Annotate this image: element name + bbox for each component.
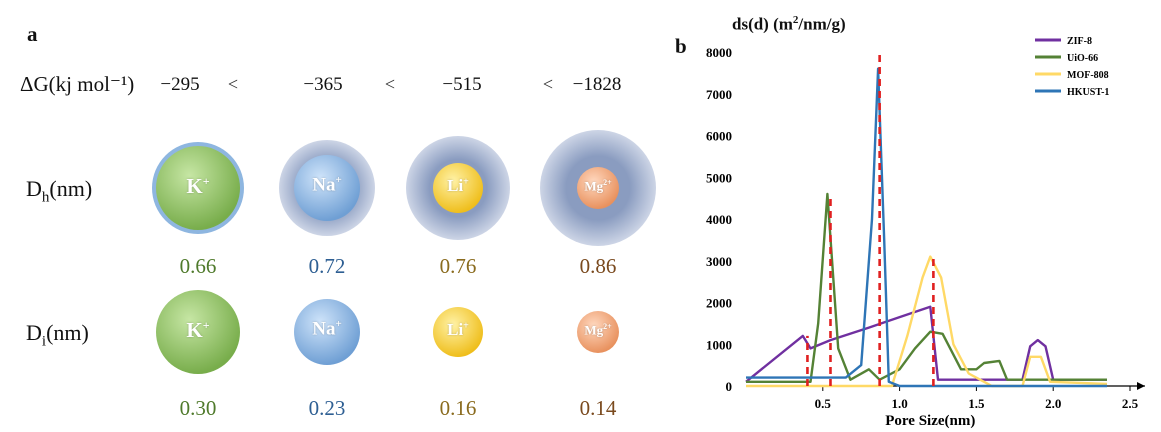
less-than-1: < [227, 74, 239, 94]
less-than-2: < [384, 74, 396, 94]
na-ion-symbol-hydrated: Na+ [312, 174, 342, 196]
legend-label: ZIF-8 [1067, 36, 1092, 47]
mg-dh-value: 0.86 [579, 254, 617, 278]
hydrated-ions-row [152, 130, 656, 246]
y-tick-label: 1000 [706, 337, 732, 352]
x-tick-label: 2.0 [1045, 396, 1061, 411]
x-axis-label: Pore Size(nm) [885, 413, 975, 429]
delta-g-value-k: −295 [160, 74, 200, 95]
k-dh-value: 0.66 [179, 254, 217, 278]
li-ion-symbol-hydrated: Li+ [447, 176, 469, 195]
di-label: Di(nm) [26, 320, 89, 350]
pore-size-chart: 0.5 1.0 1.5 2.0 2.5 0 1000 2000 3000 4000 5000 6000… [706, 36, 1145, 429]
x-tick-label: 1.5 [968, 396, 985, 411]
mg-hydrated-sphere [577, 167, 619, 209]
y-tick-label: 2000 [706, 296, 732, 311]
y-tick-label: 4000 [706, 212, 732, 227]
k-ion-symbol-hydrated: K+ [186, 174, 210, 198]
delta-g-value-na: −365 [303, 74, 343, 95]
na-hydrated-sphere [294, 155, 360, 221]
less-than-3: < [542, 74, 554, 94]
series-line-mof-808 [746, 255, 1108, 388]
na-di-value: 0.23 [308, 396, 346, 420]
y-tick-label: 0 [726, 379, 733, 394]
ionic-ions-row [156, 290, 619, 374]
mg-ion-symbol-hydrated: Mg2+ [584, 178, 612, 194]
series-line-hkust-1 [746, 67, 1107, 388]
x-tick-label: 2.5 [1122, 396, 1139, 411]
y-axis-label: ds(d) (m2/nm/g) [732, 14, 846, 34]
delta-g-value-mg: −1828 [572, 74, 622, 95]
mg-di-value: 0.14 [579, 396, 617, 420]
delta-g-label: ΔG(kj mol⁻¹) [20, 72, 135, 96]
y-tick-label: 6000 [706, 129, 732, 144]
y-tick-label: 5000 [706, 170, 732, 185]
legend-label: HKUST-1 [1067, 87, 1109, 98]
panel-a-letter: a [27, 22, 38, 46]
y-tick-label: 8000 [706, 45, 732, 60]
k-ion-symbol-ionic: K+ [186, 318, 210, 342]
li-ionic-sphere [433, 307, 483, 357]
mg-ion-symbol-ionic: Mg2+ [584, 322, 612, 338]
series-line-zif-8 [745, 305, 1107, 383]
k-hydrated-sphere [156, 146, 240, 230]
x-axis-arrow [1137, 382, 1145, 390]
li-hydrated-sphere [433, 163, 483, 213]
y-tick-label: 7000 [706, 87, 732, 102]
na-ionic-sphere [294, 299, 360, 365]
y-tick-label: 3000 [706, 254, 732, 269]
x-tick-label: 1.0 [891, 396, 907, 411]
li-dh-value: 0.76 [439, 254, 477, 278]
panel-b-letter: b [675, 34, 687, 58]
na-dh-value: 0.72 [308, 254, 346, 278]
na-ion-symbol-ionic: Na+ [312, 318, 342, 340]
legend-label: MOF-808 [1067, 70, 1109, 81]
x-tick-label: 0.5 [815, 396, 832, 411]
li-ion-symbol-ionic: Li+ [447, 320, 469, 339]
legend-label: UiO-66 [1067, 53, 1098, 64]
li-di-value: 0.16 [439, 396, 477, 420]
mg-ionic-sphere [577, 311, 619, 353]
delta-g-value-li: −515 [442, 74, 482, 95]
series-line-uio-66 [746, 192, 1107, 383]
k-di-value: 0.30 [179, 396, 217, 420]
k-ionic-sphere [156, 290, 240, 374]
dh-label: Dh(nm) [26, 176, 93, 206]
